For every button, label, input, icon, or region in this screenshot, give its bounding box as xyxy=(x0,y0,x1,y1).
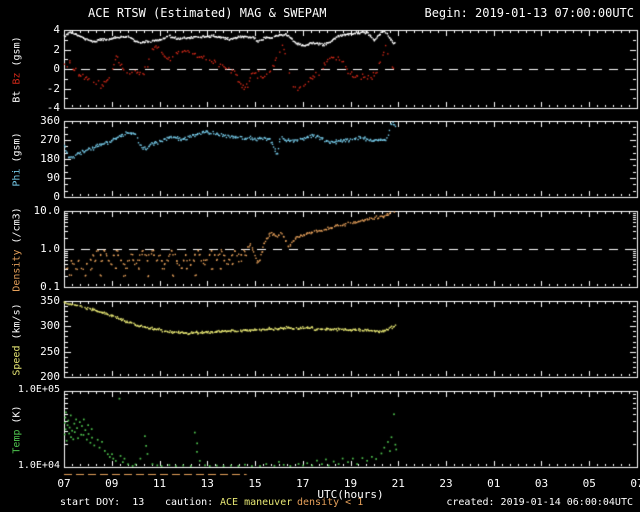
start-doy-text: start DOY: 13 xyxy=(60,497,145,508)
x-tick-label: 05 xyxy=(582,477,596,490)
begin-timestamp: Begin: 2019-01-13 07:00:00UTC xyxy=(424,6,634,20)
y-tick-label: 90 xyxy=(46,171,60,184)
caution-maneuver-text: ACE maneuver xyxy=(220,497,293,508)
x-axis-title: UTC(hours) xyxy=(317,488,384,501)
x-tick-label: 23 xyxy=(439,477,453,490)
y-tick-label: 2 xyxy=(53,42,60,56)
y-tick-label: 200 xyxy=(40,370,60,383)
x-tick-label: 07 xyxy=(630,477,640,490)
x-tick-label: 17 xyxy=(296,477,310,490)
y-tick-label: 300 xyxy=(40,319,60,333)
x-tick-label: 13 xyxy=(200,477,214,490)
x-tick-label: 03 xyxy=(534,477,549,490)
x-tick-label: 07 xyxy=(57,477,71,490)
x-tick-label: 15 xyxy=(248,477,262,490)
y-tick-label: 0 xyxy=(53,190,60,203)
y-tick-label: 360 xyxy=(40,114,60,127)
temp-unit-label: (K) xyxy=(11,404,23,429)
y-tick-label: -2 xyxy=(46,81,60,95)
temp-axis-label: Temp (K) xyxy=(0,391,34,467)
created-timestamp: created: 2019-01-14 06:00:04UTC xyxy=(446,497,633,508)
y-tick-label: 270 xyxy=(40,133,60,146)
y-tick-label: 180 xyxy=(40,152,60,165)
y-tick-label: 4 xyxy=(53,23,60,36)
speed-axis-label: Speed (km/s) xyxy=(0,301,34,377)
y-tick-label: 1.0E+04 xyxy=(17,460,60,471)
caution-label: caution: xyxy=(165,497,214,508)
temp-label: Temp xyxy=(11,429,23,454)
x-tick-label: 01 xyxy=(487,477,501,490)
x-tick-label: 09 xyxy=(105,477,119,490)
y-tick-label: 0 xyxy=(53,62,60,75)
caution-density-text: density < 1 xyxy=(297,497,364,508)
y-tick-label: 1.0E+05 xyxy=(17,384,60,395)
y-tick-label: 1.0 xyxy=(40,242,60,255)
y-tick-label: 0.1 xyxy=(40,280,60,293)
x-tick-label: 11 xyxy=(152,477,167,490)
y-tick-label: -4 xyxy=(46,101,60,114)
x-tick-label: 19 xyxy=(343,477,358,490)
page-title: ACE RTSW (Estimated) MAG & SWEPAM xyxy=(88,6,327,20)
y-tick-label: 10.0 xyxy=(33,204,61,217)
y-tick-label: 250 xyxy=(40,344,60,358)
x-tick-label: 21 xyxy=(391,477,405,490)
y-tick-label: 350 xyxy=(40,294,60,307)
